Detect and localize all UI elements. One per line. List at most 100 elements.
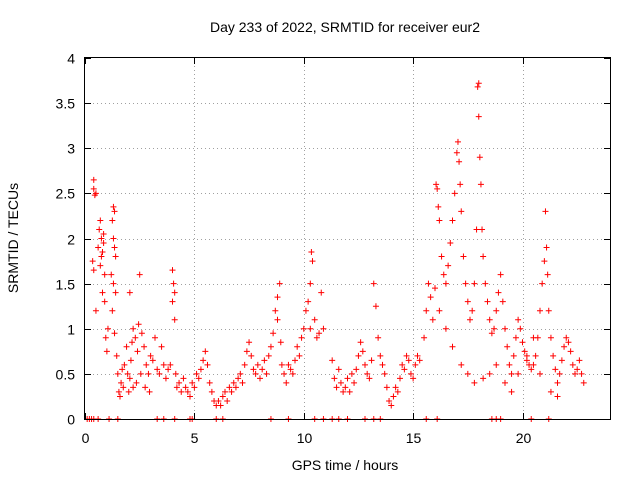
data-point	[421, 334, 428, 341]
data-point	[547, 334, 554, 341]
data-point	[215, 397, 222, 404]
data-point	[333, 384, 340, 391]
y-tick-label: 3.5	[56, 96, 76, 112]
data-point	[313, 334, 320, 341]
data-point	[366, 375, 373, 382]
data-point	[390, 393, 397, 400]
data-point	[495, 289, 502, 296]
data-point	[351, 379, 358, 386]
data-point	[572, 370, 578, 377]
y-tick-label: 2	[67, 232, 75, 248]
data-point	[200, 357, 207, 364]
data-point	[237, 370, 244, 377]
data-point	[302, 307, 309, 314]
data-point	[110, 280, 117, 287]
data-point	[112, 289, 119, 296]
data-point	[480, 375, 487, 382]
data-point	[184, 388, 191, 395]
data-point	[508, 370, 515, 377]
data-point	[532, 352, 539, 359]
data-point	[97, 262, 104, 269]
data-point	[433, 181, 440, 188]
data-point	[243, 348, 250, 355]
data-point	[278, 361, 285, 368]
data-point	[152, 334, 158, 341]
data-point	[451, 190, 458, 197]
data-point	[96, 226, 103, 233]
y-tick-label: 1.5	[56, 277, 76, 293]
data-point	[425, 280, 432, 287]
data-point	[217, 402, 224, 409]
data-point	[95, 244, 102, 251]
data-point	[126, 289, 133, 296]
data-point	[476, 154, 483, 161]
data-point	[353, 366, 360, 373]
data-point	[287, 366, 294, 373]
data-point	[410, 375, 417, 382]
data-point	[202, 348, 209, 355]
data-point	[97, 217, 104, 224]
data-point	[429, 316, 436, 323]
data-point	[135, 321, 142, 328]
data-point	[456, 158, 463, 165]
data-point	[458, 208, 465, 215]
data-point	[180, 375, 187, 382]
data-point	[464, 370, 471, 377]
data-point	[550, 352, 557, 359]
data-point	[110, 235, 117, 242]
data-point	[222, 388, 228, 395]
data-point	[379, 361, 386, 368]
data-point	[432, 285, 438, 292]
data-point	[502, 379, 508, 386]
data-point	[434, 185, 441, 192]
data-point	[206, 379, 213, 386]
data-point	[292, 357, 298, 364]
data-point	[405, 357, 412, 364]
data-point	[208, 388, 215, 395]
data-point	[171, 316, 178, 323]
data-point	[195, 375, 202, 382]
data-point	[272, 307, 279, 314]
data-point	[126, 375, 133, 382]
data-point	[110, 203, 117, 210]
data-point	[348, 370, 355, 377]
data-point	[337, 379, 344, 386]
data-point	[90, 185, 97, 192]
data-point	[318, 289, 325, 296]
data-point	[362, 361, 368, 368]
data-point	[344, 375, 351, 382]
data-point	[471, 280, 478, 287]
data-point	[471, 379, 478, 386]
data-point	[274, 316, 281, 323]
data-point	[176, 379, 183, 386]
data-point	[493, 307, 500, 314]
data-point	[565, 339, 572, 346]
data-point	[250, 366, 257, 373]
y-tick-label: 1	[67, 322, 75, 338]
data-point	[111, 244, 118, 251]
data-point	[331, 375, 338, 382]
data-point	[248, 352, 255, 359]
data-point	[100, 230, 107, 237]
data-point	[99, 289, 106, 296]
data-point	[257, 375, 263, 382]
data-point	[130, 384, 137, 391]
data-point	[117, 393, 123, 400]
data-point	[477, 181, 484, 188]
data-point	[462, 280, 469, 287]
data-point	[521, 348, 528, 355]
data-point	[342, 384, 349, 391]
data-point	[137, 370, 144, 377]
data-point	[474, 83, 481, 90]
data-point	[388, 402, 395, 409]
data-point	[580, 379, 587, 386]
data-point	[170, 280, 177, 287]
data-point	[542, 208, 549, 215]
data-point	[442, 325, 449, 332]
data-point	[92, 190, 99, 197]
y-tick-label: 0	[67, 412, 75, 428]
data-point	[554, 393, 561, 400]
data-point	[486, 370, 493, 377]
data-point	[355, 352, 362, 359]
data-point	[464, 298, 471, 305]
